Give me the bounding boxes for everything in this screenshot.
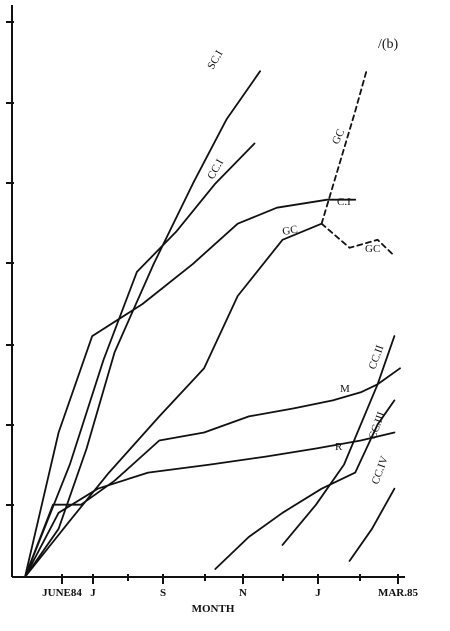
series-label: CC.IV bbox=[370, 455, 391, 486]
x-axis-label: MONTH bbox=[192, 603, 235, 615]
x-axis-ticks: JUNE84 J S N J MAR.85 bbox=[42, 574, 419, 599]
x-tick-label: N bbox=[239, 587, 247, 599]
series-label: SC.I bbox=[205, 48, 225, 71]
x-tick-label: JUNE84 bbox=[42, 587, 82, 599]
series-layer bbox=[24, 70, 401, 578]
y-axis-ticks bbox=[6, 21, 14, 506]
x-tick-label: J bbox=[315, 587, 321, 599]
series-line-m bbox=[24, 367, 401, 578]
series-line-cc-iv bbox=[348, 487, 396, 562]
series-line-r bbox=[24, 431, 396, 578]
series-line-c-i bbox=[24, 198, 357, 578]
series-line-gc bbox=[24, 222, 323, 578]
x-tick-label: S bbox=[160, 587, 166, 599]
series-line-cc-i bbox=[24, 142, 256, 578]
series-label: M bbox=[340, 383, 350, 395]
series-label: C.I bbox=[337, 196, 351, 208]
series-label: R bbox=[335, 441, 343, 453]
series-label: GC bbox=[330, 127, 347, 146]
series-label: CC.III bbox=[367, 410, 388, 441]
series-line-cc-iii bbox=[214, 399, 396, 570]
series-line-gc-upper- bbox=[320, 70, 368, 225]
x-tick-label: MAR.85 bbox=[378, 587, 419, 599]
panel-label: /(b) bbox=[378, 37, 399, 52]
series-line-cc-ii bbox=[281, 335, 396, 546]
series-line-sc-i bbox=[24, 70, 261, 578]
series-label: CC.I bbox=[205, 157, 226, 182]
series-label: GC bbox=[365, 243, 380, 255]
series-label: GC bbox=[281, 223, 298, 237]
x-tick-label: J bbox=[90, 587, 96, 599]
series-line-gc-lower- bbox=[320, 222, 396, 257]
